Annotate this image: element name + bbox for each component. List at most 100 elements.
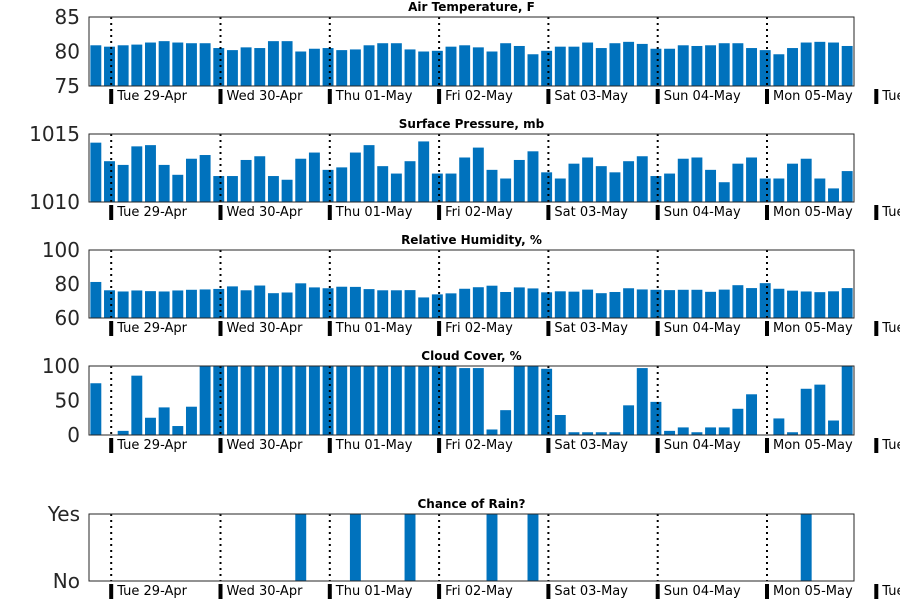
axes-frame [88,365,855,436]
bar [172,42,184,86]
bar [841,45,853,86]
bar [541,50,553,86]
bar [363,145,375,202]
bar [814,384,826,435]
bar [609,43,621,86]
bar [554,414,566,435]
bar [390,290,402,318]
bar [486,429,498,435]
bar [705,427,717,435]
bar [445,173,457,202]
bar [664,430,676,435]
bar [117,164,129,202]
bar [500,178,512,202]
bar [404,161,416,202]
bar [90,383,102,435]
bar [117,291,129,318]
date-label: Sat 03-May [554,89,628,104]
bar [390,43,402,86]
bar [746,157,758,202]
bar [281,179,293,202]
bar [486,169,498,202]
bar [90,142,102,202]
bar [267,366,279,435]
date-label: Sat 03-May [554,584,628,599]
y-tick-label: 80 [55,40,80,64]
date-label: Wed 30-Apr [227,438,304,453]
axes-frame [88,16,855,87]
bar [145,42,156,86]
bar [349,366,361,435]
bar [336,366,348,435]
bar [418,51,430,86]
date-label: Wed 30-Apr [227,89,304,104]
date-label: Tue [881,89,900,104]
bar [131,290,143,318]
date-label: Tue 29-Apr [116,321,187,336]
bar [527,151,539,202]
bar [650,289,662,318]
bar [773,178,785,202]
date-label: Thu 01-May [335,584,413,599]
bar [814,41,826,86]
date-label: Wed 30-Apr [227,584,304,599]
bar [773,418,785,435]
bar [554,291,566,318]
date-label: Mon 05-May [773,205,853,220]
bar [404,49,416,86]
bar [677,45,689,86]
bar [267,293,279,318]
bar [800,514,812,581]
bar [185,43,197,86]
bar [117,45,129,86]
bar [500,291,512,318]
date-label: Mon 05-May [773,89,853,104]
bar [349,49,361,86]
bar [295,51,307,86]
bar [363,366,375,435]
bar [213,366,225,435]
bar [800,388,812,435]
bar [664,173,676,202]
date-label: Sun 04-May [664,89,741,104]
axes-frame [88,513,855,582]
bar [431,294,443,318]
bar [787,48,798,86]
bar [117,430,129,435]
bar [705,291,717,318]
bar [664,48,676,86]
date-label: Sun 04-May [664,438,741,453]
date-label: Fri 02-May [445,205,513,220]
bar [773,54,785,86]
bar [759,50,771,86]
date-label: Fri 02-May [445,438,513,453]
bar [677,427,689,435]
bar [472,147,484,202]
bar [677,158,689,202]
bar [582,42,594,86]
y-tick-label: 85 [55,5,80,29]
bar [172,174,184,202]
y-tick-label: 100 [42,238,80,262]
bar [677,289,689,318]
bar [199,289,211,318]
bar [308,366,320,435]
axes-frame [88,133,855,203]
date-label: Thu 01-May [335,89,413,104]
bar [308,48,320,86]
bar [90,281,102,318]
bar [363,45,375,86]
bar [527,366,539,435]
bar [759,283,771,318]
bar [650,48,662,86]
bar [500,43,512,86]
bar [732,285,744,318]
date-label: Tue [881,321,900,336]
bar [623,161,635,202]
bar [240,290,252,318]
bar [513,366,525,435]
bar [445,366,457,435]
date-label: Thu 01-May [335,438,413,453]
bar [336,167,348,202]
